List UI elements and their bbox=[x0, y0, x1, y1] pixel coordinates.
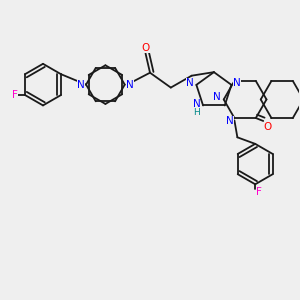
Text: N: N bbox=[186, 78, 194, 88]
Text: O: O bbox=[141, 43, 150, 53]
Text: N: N bbox=[226, 116, 234, 126]
Text: H: H bbox=[193, 107, 200, 116]
Text: F: F bbox=[256, 187, 262, 197]
Text: N: N bbox=[193, 99, 200, 109]
Text: N: N bbox=[213, 92, 221, 102]
Text: N: N bbox=[126, 80, 134, 90]
Text: O: O bbox=[264, 122, 272, 132]
Text: F: F bbox=[12, 90, 17, 100]
Text: N: N bbox=[77, 80, 85, 90]
Text: N: N bbox=[233, 78, 241, 88]
